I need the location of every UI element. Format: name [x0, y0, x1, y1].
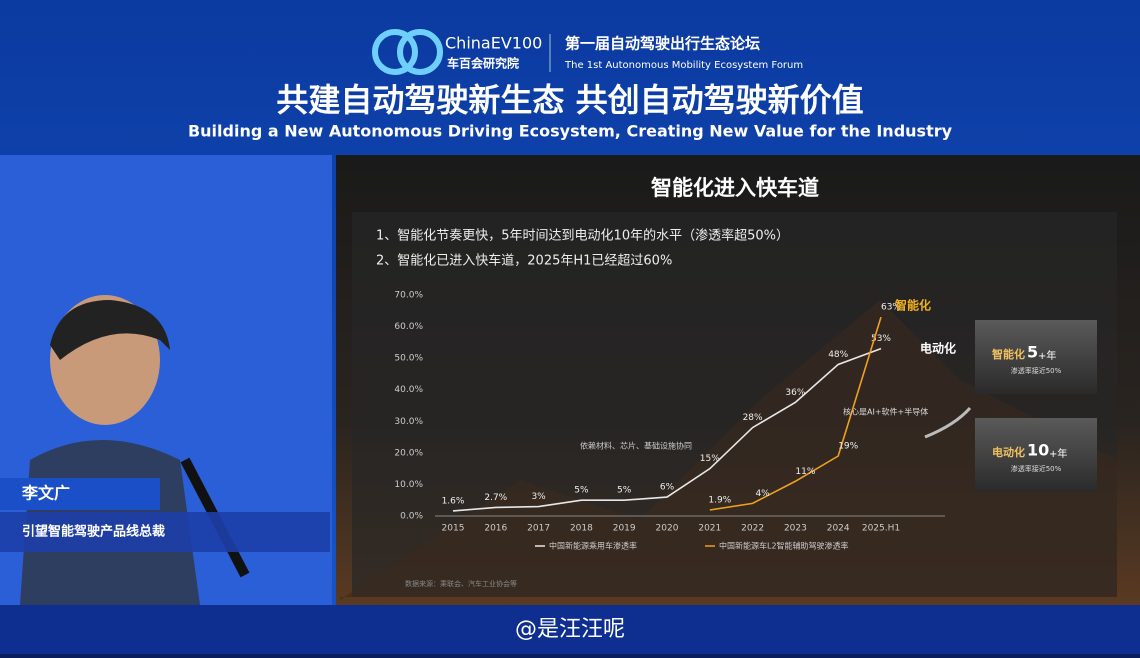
series-line	[709, 316, 882, 511]
y-tick-label: 30.0%	[394, 417, 423, 427]
box-number: 10	[1027, 441, 1049, 460]
forum-en: The 1st Autonomous Mobility Ecosystem Fo…	[564, 60, 803, 71]
stage-strip	[0, 605, 1140, 654]
data-label: 15%	[700, 454, 720, 464]
x-tick-label: 2021	[698, 524, 721, 534]
y-tick-label: 0.0%	[400, 512, 423, 522]
x-tick-label: 2016	[484, 524, 507, 534]
y-tick-label: 60.0%	[394, 322, 423, 332]
logo-mark	[397, 29, 443, 75]
info-box	[975, 418, 1097, 492]
data-label: 5%	[574, 486, 589, 496]
y-tick-label: 50.0%	[394, 354, 423, 364]
forum-cn: 第一届自动驾驶出行生态论坛	[565, 35, 760, 53]
y-tick-label: 40.0%	[394, 385, 423, 395]
nameplate-role	[0, 512, 330, 552]
speaker-hair	[50, 300, 170, 360]
slide-title: 智能化进入快车道	[651, 176, 819, 200]
annotation: 依赖材料、芯片、基础设施协同	[580, 441, 692, 451]
arrow	[924, 406, 972, 439]
logo-text: ChinaEV100	[445, 34, 542, 53]
x-tick-label: 2025.H1	[862, 524, 900, 534]
speaker-name: 李文广	[21, 484, 70, 503]
data-label: 53%	[871, 334, 891, 344]
box-number: 5	[1027, 343, 1038, 362]
box-note: 渗透率接近50%	[1011, 366, 1062, 375]
data-label: 11%	[795, 467, 815, 477]
x-tick-label: 2023	[784, 524, 807, 534]
legend-label: 中国新能源车L2智能辅助驾驶渗透率	[719, 541, 849, 551]
x-tick-label: 2020	[656, 524, 679, 534]
y-tick-label: 70.0%	[394, 291, 423, 301]
data-label: 36%	[785, 388, 805, 398]
bullet: 1、智能化节奏更快，5年时间达到电动化10年的水平（渗透率超50%）	[376, 228, 789, 244]
x-tick-label: 2022	[741, 524, 764, 534]
data-label: 63%	[881, 303, 901, 313]
nameplate	[0, 478, 160, 510]
data-label: 5%	[617, 486, 632, 496]
data-label: 1.6%	[442, 496, 465, 506]
slogan-en: Building a New Autonomous Driving Ecosys…	[188, 122, 953, 141]
data-label: 6%	[660, 483, 675, 493]
box-label: 智能化	[992, 347, 1025, 361]
y-tick-label: 20.0%	[394, 448, 423, 458]
box-unit: +年	[1038, 349, 1056, 362]
line-tag: 智能化	[894, 298, 931, 313]
annotation: 核心是AI+软件+半导体	[843, 407, 928, 417]
speaker-role: 引望智能驾驶产品线总裁	[22, 524, 165, 540]
data-label: 1.9%	[708, 496, 731, 506]
data-label: 4%	[755, 489, 770, 499]
slogan-cn: 共建自动驾驶新生态 共创自动驾驶新价值	[276, 81, 863, 119]
data-label: 19%	[838, 442, 858, 452]
logo-mark	[372, 29, 418, 75]
x-tick-label: 2017	[527, 524, 550, 534]
y-tick-label: 10.0%	[394, 480, 423, 490]
x-tick-label: 2024	[827, 524, 850, 534]
info-box	[975, 320, 1097, 394]
data-label: 28%	[743, 413, 763, 423]
x-tick-label: 2019	[613, 524, 636, 534]
box-note: 渗透率接近50%	[1011, 464, 1062, 473]
data-label: 3%	[531, 492, 546, 502]
org: 车百会研究院	[447, 56, 519, 71]
bullet: 2、智能化已进入快车道，2025年H1已经超过60%	[376, 253, 672, 269]
data-label: 48%	[828, 350, 848, 360]
series-line	[452, 347, 882, 512]
box-unit: +年	[1049, 447, 1067, 460]
data-label: 2.7%	[484, 493, 507, 503]
x-tick-label: 2018	[570, 524, 593, 534]
watermark: @是汪汪呢	[515, 617, 625, 642]
source: 数据来源：乘联会、汽车工业协会等	[405, 579, 517, 588]
box-label: 电动化	[992, 445, 1025, 459]
legend-label: 中国新能源乘用车渗透率	[549, 541, 637, 551]
x-tick-label: 2015	[442, 524, 465, 534]
line-tag: 电动化	[920, 341, 956, 356]
